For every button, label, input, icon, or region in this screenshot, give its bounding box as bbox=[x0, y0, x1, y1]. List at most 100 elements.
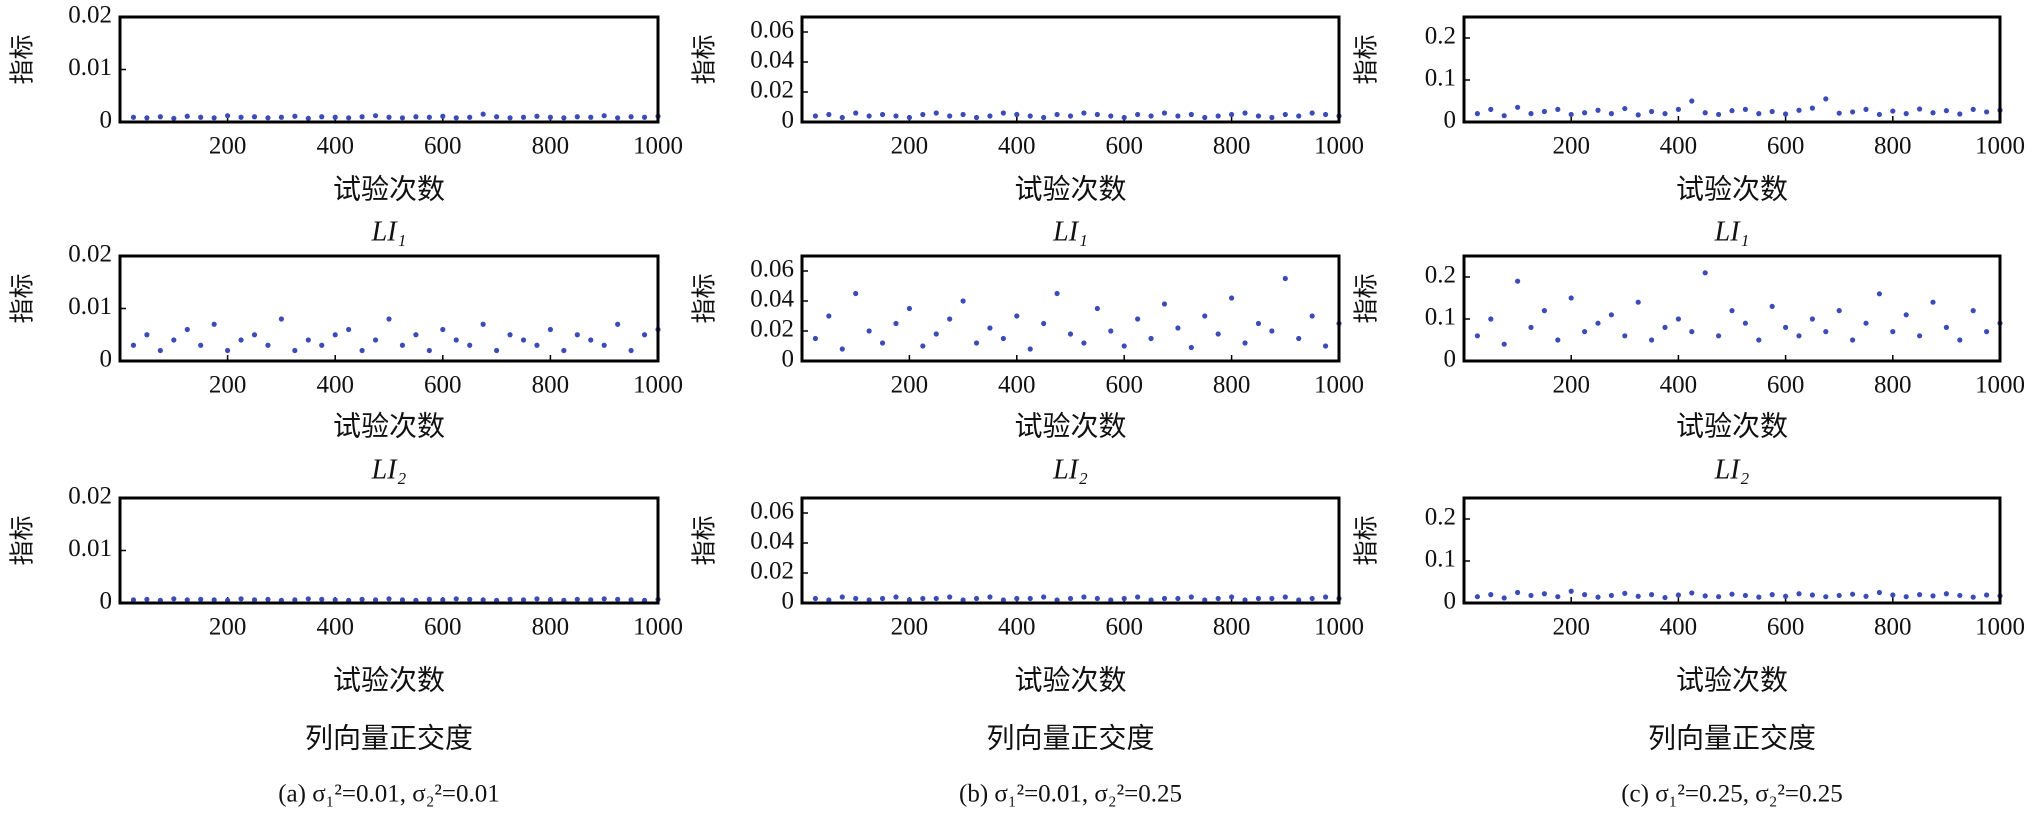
x-tick-label: 600 bbox=[1767, 614, 1805, 641]
point bbox=[453, 337, 459, 343]
subplot-title: 列向量正交度 bbox=[1648, 722, 1816, 754]
point bbox=[1716, 594, 1722, 600]
point bbox=[1309, 595, 1315, 602]
point bbox=[1014, 313, 1020, 319]
point bbox=[1202, 313, 1208, 319]
x-tick-label: 1000 bbox=[1314, 372, 1364, 399]
point bbox=[494, 114, 500, 120]
point bbox=[547, 597, 554, 603]
point bbox=[973, 114, 980, 121]
point bbox=[1108, 597, 1114, 603]
y-tick-label: 0.02 bbox=[750, 77, 794, 104]
point bbox=[1769, 108, 1775, 115]
x-tick-label: 600 bbox=[1767, 133, 1805, 160]
point bbox=[144, 596, 150, 602]
point bbox=[1067, 331, 1074, 337]
point bbox=[251, 597, 258, 603]
point bbox=[211, 321, 217, 327]
point bbox=[1943, 591, 1949, 597]
point bbox=[1702, 593, 1708, 599]
point bbox=[893, 113, 899, 119]
x-tick-label: 400 bbox=[1660, 133, 1698, 160]
point bbox=[933, 595, 939, 602]
y-tick-label: 0.06 bbox=[750, 256, 794, 283]
point bbox=[1756, 594, 1762, 600]
point bbox=[332, 597, 338, 603]
point bbox=[1094, 111, 1100, 118]
point bbox=[1135, 594, 1141, 600]
point bbox=[947, 594, 953, 600]
subplot-title: 列向量正交度 bbox=[986, 722, 1154, 754]
point bbox=[1229, 295, 1235, 301]
point bbox=[601, 342, 607, 348]
x-tick-label: 1000 bbox=[1975, 372, 2025, 399]
point bbox=[866, 597, 872, 603]
point bbox=[534, 342, 540, 348]
subplot-title: LI₂ bbox=[1714, 454, 1750, 485]
y-tick-label: 0.2 bbox=[1425, 262, 1456, 289]
x-axis-label: 试验次数 bbox=[1676, 410, 1788, 442]
y-tick-label: 0 bbox=[100, 346, 113, 373]
point bbox=[1474, 333, 1480, 339]
point bbox=[211, 597, 217, 603]
point bbox=[1863, 320, 1869, 326]
point bbox=[238, 337, 244, 343]
point bbox=[601, 113, 607, 119]
y-tick-label: 0.04 bbox=[750, 47, 794, 74]
point bbox=[1675, 592, 1681, 598]
x-tick-label: 800 bbox=[1874, 614, 1912, 641]
point bbox=[1188, 594, 1194, 600]
point bbox=[920, 343, 926, 349]
point bbox=[615, 321, 621, 327]
point bbox=[184, 113, 190, 119]
y-tick-label: 0.01 bbox=[68, 535, 112, 562]
plot-frame bbox=[118, 254, 660, 363]
point bbox=[1635, 299, 1641, 305]
point bbox=[1742, 106, 1748, 112]
point bbox=[426, 596, 432, 602]
point bbox=[1970, 594, 1976, 600]
subplot-title: LI₂ bbox=[1052, 454, 1088, 485]
point bbox=[1608, 111, 1614, 117]
point bbox=[1269, 328, 1275, 334]
point bbox=[292, 113, 298, 119]
point bbox=[1809, 316, 1815, 322]
point bbox=[826, 597, 832, 603]
point bbox=[399, 597, 406, 603]
y-tick-label: 0 bbox=[1444, 346, 1457, 373]
x-tick-label: 1000 bbox=[633, 372, 683, 399]
point bbox=[265, 115, 271, 121]
point bbox=[1903, 111, 1909, 117]
point bbox=[853, 595, 859, 602]
point bbox=[1850, 109, 1856, 115]
point bbox=[1242, 110, 1248, 116]
point bbox=[1649, 108, 1655, 115]
point bbox=[440, 113, 446, 119]
point bbox=[520, 337, 527, 343]
y-tick-label: 0.04 bbox=[750, 528, 794, 555]
point bbox=[1649, 592, 1655, 598]
x-tick-label: 200 bbox=[209, 372, 247, 399]
point bbox=[1863, 593, 1869, 599]
point bbox=[1582, 110, 1588, 116]
point bbox=[1135, 316, 1141, 322]
point bbox=[1242, 597, 1248, 603]
point bbox=[346, 326, 352, 333]
x-axis-label: 试验次数 bbox=[1014, 664, 1126, 696]
point bbox=[812, 113, 819, 119]
point bbox=[1742, 592, 1748, 599]
x-tick-label: 200 bbox=[1552, 614, 1590, 641]
plot-frame bbox=[118, 496, 660, 605]
point bbox=[1501, 595, 1507, 601]
point bbox=[812, 335, 819, 342]
point bbox=[628, 114, 634, 120]
point bbox=[906, 597, 913, 603]
point bbox=[1161, 301, 1168, 307]
point bbox=[1000, 335, 1006, 342]
point bbox=[973, 340, 980, 346]
point bbox=[1850, 591, 1856, 597]
point bbox=[1027, 346, 1033, 352]
point bbox=[1957, 592, 1963, 599]
point bbox=[1121, 114, 1127, 121]
point bbox=[184, 597, 190, 603]
